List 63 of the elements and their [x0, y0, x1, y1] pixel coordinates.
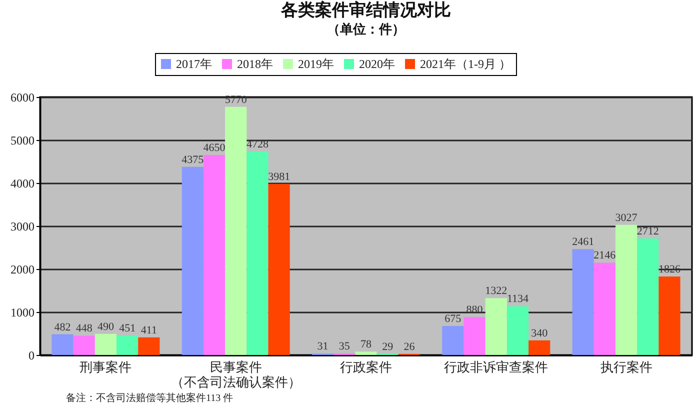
y-tick-label: 3000: [10, 220, 34, 234]
data-label: 1134: [506, 293, 530, 306]
x-tick-label: 行政案件: [340, 360, 392, 374]
data-label: 448: [76, 322, 93, 335]
legend-label: 2017年: [176, 57, 212, 71]
bar: [73, 336, 95, 355]
bar: [225, 106, 247, 355]
y-tick-label: 5000: [10, 134, 34, 148]
bar: [615, 224, 638, 355]
data-label: 3027: [615, 212, 638, 224]
bar: [182, 166, 204, 355]
x-tick-label: 民事案件（不含司法确认案件）: [170, 360, 301, 390]
data-label: 26: [404, 340, 416, 353]
bar: [464, 317, 486, 355]
chart-title: 各类案件审结情况对比: [280, 0, 451, 20]
bar: [268, 184, 290, 355]
data-label: 482: [54, 321, 71, 334]
bar: [355, 352, 377, 355]
y-tick-label: 4000: [10, 176, 34, 190]
y-tick-label: 0: [28, 348, 34, 362]
bar: [138, 337, 160, 355]
data-label: 4650: [203, 142, 226, 154]
data-label: 340: [531, 327, 548, 340]
legend-label: 2018年: [237, 57, 273, 71]
y-tick-label: 1000: [10, 306, 34, 320]
bar: [94, 334, 117, 355]
chart-subtitle: （单位：件）: [327, 22, 405, 38]
y-tick-label: 2000: [10, 262, 34, 276]
x-tick-label: 执行案件: [600, 360, 652, 374]
data-label: 35: [338, 340, 350, 352]
text: 备注：不含司法赔偿等其他案件113 件: [66, 392, 234, 404]
bar: [246, 152, 268, 355]
bar: [203, 155, 226, 355]
data-label: 451: [119, 322, 136, 335]
data-label: 2146: [594, 250, 616, 262]
bar: [506, 306, 529, 355]
data-label: 29: [382, 340, 394, 353]
y-tick-label: 6000: [10, 90, 34, 104]
bar: [116, 336, 138, 355]
data-label: 2461: [572, 236, 594, 248]
data-label: 1322: [485, 285, 508, 298]
data-label: 411: [140, 324, 157, 336]
bar: [658, 276, 680, 355]
data-label: 4728: [246, 138, 269, 151]
bar: [594, 262, 616, 355]
data-label: 2712: [636, 225, 659, 238]
data-label: 675: [444, 312, 462, 325]
data-label: 4375: [182, 154, 204, 166]
bar: [52, 334, 74, 355]
bar: [442, 326, 464, 355]
bar: [485, 298, 507, 355]
data-label: 490: [97, 320, 114, 333]
legend-label: 2020年: [359, 57, 395, 71]
data-label: 3981: [268, 170, 290, 183]
bar: [637, 238, 659, 355]
legend-label: 2021年（1-9月 ）: [420, 57, 511, 71]
x-tick-label: 行政非诉审查案件: [444, 360, 548, 374]
data-label: 78: [360, 338, 372, 351]
x-tick-label: 刑事案件: [80, 360, 132, 374]
bar: [528, 340, 550, 355]
data-label: 31: [317, 340, 328, 353]
bar: [572, 249, 594, 355]
legend-label: 2019年: [298, 57, 334, 71]
